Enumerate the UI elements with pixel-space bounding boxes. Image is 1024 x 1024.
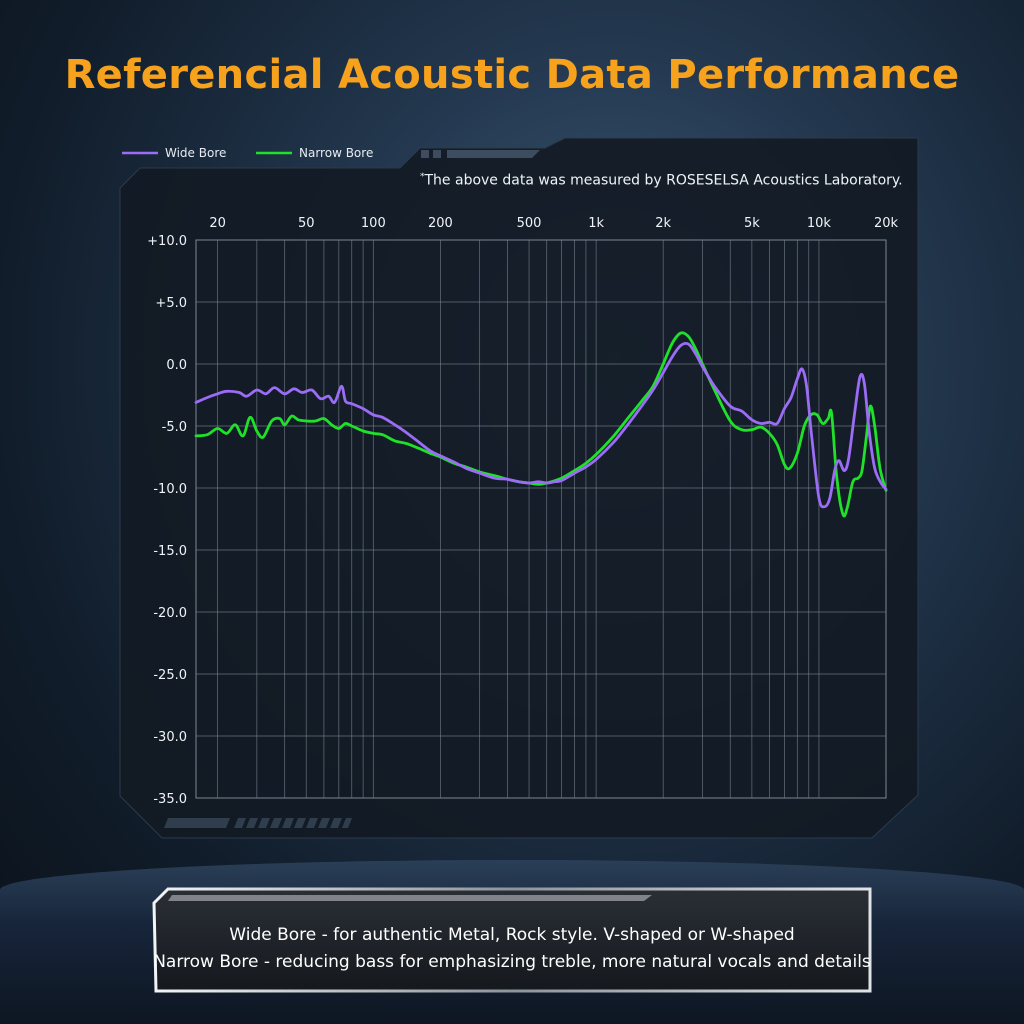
x-tick-label: 20 xyxy=(209,216,226,231)
caption-box xyxy=(152,887,872,993)
bottom-decoration-tick xyxy=(330,818,342,828)
caption-text: Wide Bore - for authentic Metal, Rock st… xyxy=(152,922,872,976)
legend: Wide Bore Narrow Bore xyxy=(122,146,373,160)
y-tick-label: -25.0 xyxy=(153,668,187,683)
x-axis-ticks: 20 50 100 200 500 1k 2k 5k 10k 20k xyxy=(209,216,898,231)
bottom-decoration-tick xyxy=(246,818,258,828)
y-tick-label: +10.0 xyxy=(147,234,187,249)
chart-series xyxy=(194,331,888,518)
bottom-decoration-tick xyxy=(270,818,282,828)
bottom-decoration-tick xyxy=(282,818,294,828)
y-tick-label: -30.0 xyxy=(153,730,187,745)
series-line-narrow-bore xyxy=(194,331,888,518)
x-tick-label: 20k xyxy=(874,216,899,231)
x-tick-label: 1k xyxy=(588,216,604,231)
panel-bottom-decoration xyxy=(164,818,352,828)
y-tick-label: -5.0 xyxy=(162,420,187,435)
x-tick-label: 5k xyxy=(744,216,760,231)
bottom-decoration-tick xyxy=(318,818,330,828)
y-tick-label: -20.0 xyxy=(153,606,187,621)
y-tick-label: 0.0 xyxy=(166,358,187,373)
bottom-decoration-tick xyxy=(234,818,246,828)
chart-grid xyxy=(195,239,887,799)
legend-label-wide-bore: Wide Bore xyxy=(165,146,226,160)
x-tick-label: 200 xyxy=(428,216,453,231)
series-line-wide-bore xyxy=(194,341,888,509)
bottom-decoration-tick xyxy=(294,818,306,828)
caption-line-wide: Wide Bore - for authentic Metal, Rock st… xyxy=(229,925,795,945)
x-tick-label: 500 xyxy=(517,216,542,231)
page-title: Referencial Acoustic Data Performance xyxy=(64,52,960,98)
bottom-decoration-tick xyxy=(258,818,270,828)
note-asterisk: * xyxy=(420,172,425,182)
note-text: The above data was measured by ROSESELSA… xyxy=(424,172,903,189)
legend-label-narrow-bore: Narrow Bore xyxy=(299,146,373,160)
bottom-decoration-tick xyxy=(342,818,352,828)
x-tick-label: 50 xyxy=(298,216,315,231)
y-tick-label: -35.0 xyxy=(153,792,187,807)
y-tick-label: -10.0 xyxy=(153,482,187,497)
x-tick-label: 100 xyxy=(361,216,386,231)
bottom-decoration-tick xyxy=(306,818,318,828)
y-tick-label: -15.0 xyxy=(153,544,187,559)
panel-top-decoration xyxy=(421,150,540,158)
caption-line-narrow: Narrow Bore - reducing bass for emphasiz… xyxy=(153,952,871,972)
caption-box-frame xyxy=(152,887,872,993)
y-tick-label: +5.0 xyxy=(155,296,187,311)
caption-box-highlight xyxy=(168,895,652,901)
measurement-note: *The above data was measured by ROSESELS… xyxy=(420,172,920,189)
y-axis-ticks: +10.0 +5.0 0.0 -5.0 -10.0 -15.0 -20.0 -25.0 -30.… xyxy=(147,234,187,807)
x-tick-label: 2k xyxy=(655,216,671,231)
x-tick-label: 10k xyxy=(807,216,832,231)
